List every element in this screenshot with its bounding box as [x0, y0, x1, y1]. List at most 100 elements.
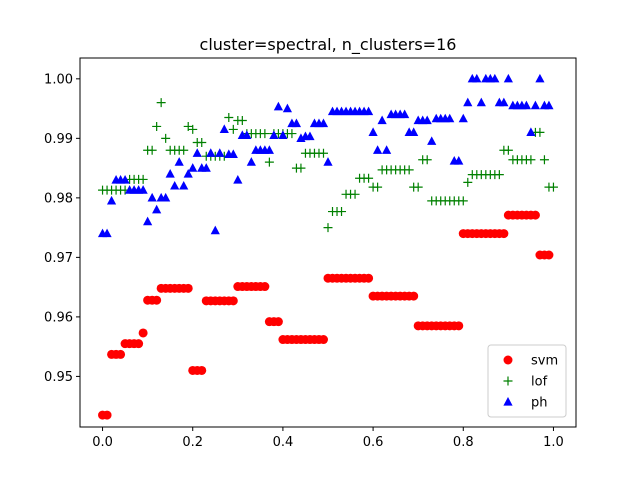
lof-point [539, 155, 549, 165]
lof-point [458, 196, 468, 206]
ph-point [282, 103, 293, 113]
lof-point [503, 145, 513, 155]
lof-point [156, 98, 166, 108]
ph-point [152, 204, 162, 214]
ph-point [246, 157, 256, 166]
ph-point [323, 157, 333, 166]
x-tick-label: 0.8 [453, 435, 474, 450]
ph-point [490, 73, 500, 83]
ph-point [445, 113, 455, 123]
lof-point [287, 129, 297, 139]
ph-point [219, 124, 229, 134]
lof-point [548, 182, 558, 192]
chart-title: cluster=spectral, n_clusters=16 [200, 35, 457, 55]
lof-point [147, 145, 157, 155]
ph-point [400, 109, 410, 119]
ph-point [422, 115, 432, 125]
ph-point [382, 145, 392, 154]
lof-point [228, 124, 238, 134]
legend-label-svm: svm [531, 354, 558, 369]
ph-point [183, 169, 193, 178]
lof-point [260, 129, 270, 139]
lof-point [463, 177, 473, 187]
y-tick-label: 0.99 [44, 132, 73, 147]
chart-marks [97, 73, 558, 420]
ph-point [174, 157, 184, 166]
lof-point [373, 182, 383, 192]
lof-point [224, 113, 234, 123]
lof-point [337, 207, 347, 217]
ph-point [165, 169, 175, 178]
x-tick-label: 0.0 [92, 435, 113, 450]
lof-point [179, 145, 189, 155]
lof-point [138, 174, 148, 184]
ph-point [264, 145, 274, 154]
lof-point [413, 182, 423, 192]
x-tick-label: 1.0 [543, 435, 564, 450]
ph-point [242, 130, 252, 139]
ph-point [161, 192, 171, 202]
lof-point [188, 124, 198, 134]
ph-point [305, 131, 315, 141]
svm-point [364, 273, 374, 283]
axes: 0.0 0.2 0.4 0.6 0.8 1.0 0.95 0.96 0.97 0.98 0.99 1.… [44, 57, 577, 450]
ph-point [409, 127, 419, 136]
ph-point [143, 216, 153, 226]
ph-point [206, 148, 216, 157]
ph-point [170, 180, 180, 190]
ph-point [499, 97, 509, 107]
ph-point [373, 145, 383, 154]
ph-point [427, 136, 437, 145]
x-tick-label: 0.2 [182, 435, 203, 450]
x-tick-label: 0.6 [363, 435, 384, 450]
svm-point [228, 296, 238, 306]
lof-point [152, 121, 162, 131]
x-tick-label: 0.4 [273, 435, 294, 450]
legend-marker-svm [503, 355, 513, 365]
ph-point [215, 148, 225, 157]
svm-point [273, 317, 283, 327]
legend-marker-ph [503, 397, 513, 406]
lof-point [364, 173, 374, 183]
ph-point [188, 163, 198, 172]
ph-point [102, 228, 112, 238]
series-ph [97, 73, 554, 238]
svm-point [530, 210, 540, 220]
y-tick-label: 0.96 [44, 310, 73, 325]
lof-point [535, 127, 545, 137]
lof-point [323, 223, 333, 233]
y-tick-label: 1.00 [44, 72, 73, 87]
svm-point [102, 410, 112, 420]
series-svm [98, 210, 554, 420]
svm-point [138, 328, 148, 338]
svm-point [183, 283, 193, 293]
axes-frame [79, 57, 577, 428]
lof-point [237, 115, 247, 125]
ph-point [503, 73, 513, 83]
lof-point [264, 157, 274, 167]
svm-point [409, 291, 419, 301]
ph-point [278, 130, 288, 139]
ph-point [291, 118, 302, 128]
ph-point [544, 100, 554, 110]
svm-point [454, 321, 464, 331]
y-tick-label: 0.98 [44, 191, 73, 206]
svm-point [318, 335, 328, 345]
lof-point [526, 155, 536, 165]
ph-point [179, 180, 189, 190]
ph-point [454, 155, 464, 165]
ph-point [201, 163, 211, 172]
legend-label-lof: lof [531, 375, 548, 390]
legend: svm lof ph [487, 344, 567, 418]
lof-point [161, 133, 171, 143]
ph-point [368, 127, 378, 136]
lof-point [404, 165, 414, 175]
y-tick-label: 0.97 [44, 251, 73, 266]
ph-point [463, 97, 473, 107]
ph-point [472, 73, 482, 83]
legend-marker-lof [503, 376, 513, 386]
svm-point [152, 295, 162, 305]
svm-point [260, 282, 270, 292]
ph-point [138, 185, 148, 194]
